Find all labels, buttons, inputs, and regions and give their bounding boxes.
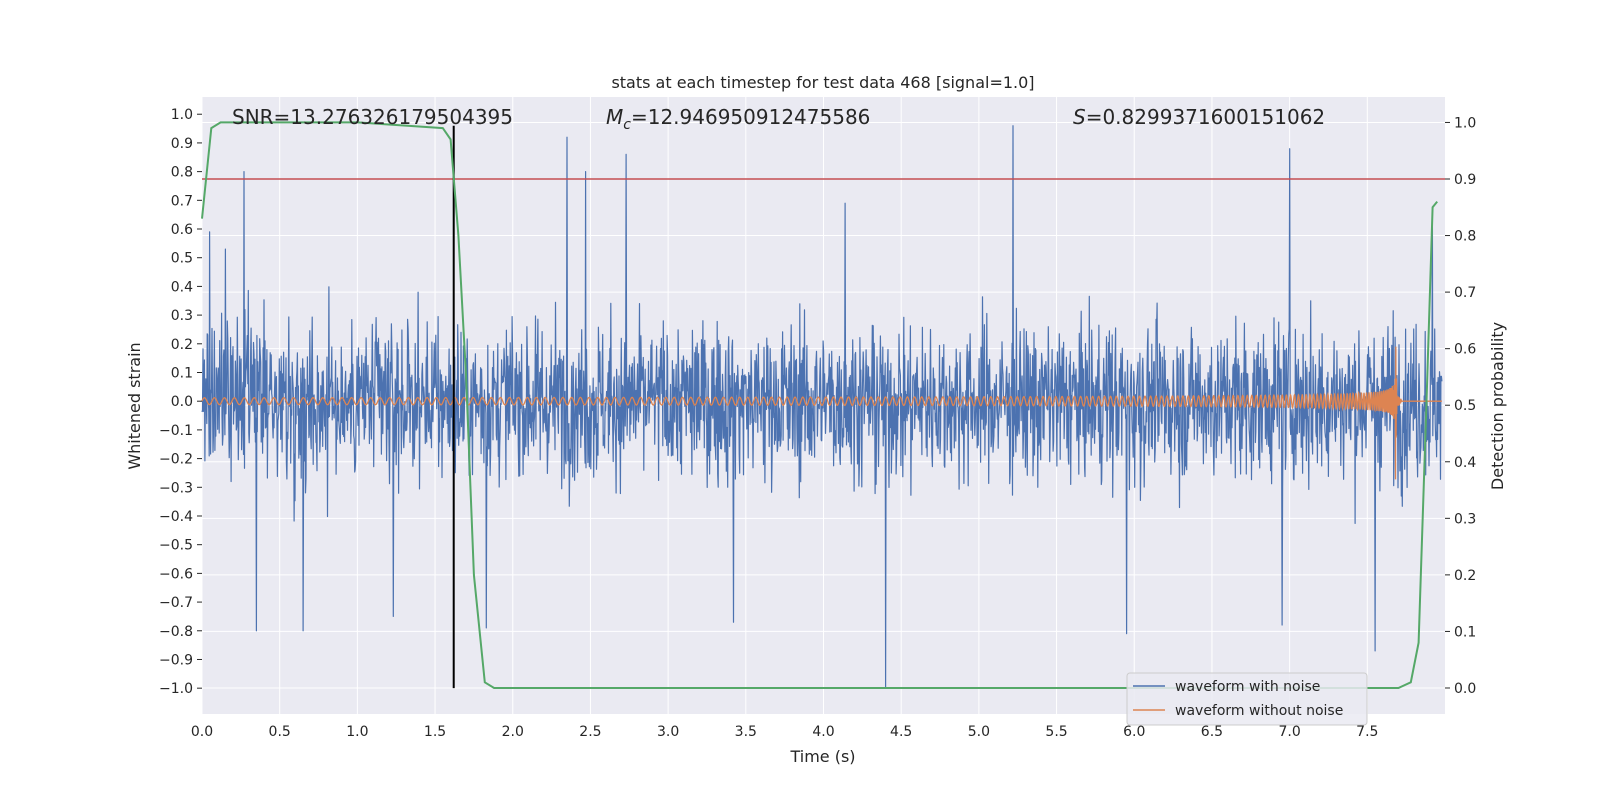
y-tick-label: −0.2 (159, 452, 193, 468)
legend: waveform with noise waveform without noi… (1126, 672, 1368, 726)
y2-tick-label: 0.3 (1454, 511, 1476, 527)
y2-tick-label: 0.1 (1454, 624, 1476, 640)
x-tick-label: 5.5 (1045, 724, 1067, 740)
y-tick-label: 0.3 (171, 308, 193, 324)
y-tick-label: 0.9 (171, 136, 193, 152)
x-tick-label: 4.5 (890, 724, 912, 740)
x-tick-label: 2.0 (502, 724, 524, 740)
overlay-layer (201, 121, 1445, 689)
y2-tick-label: 0.7 (1454, 285, 1476, 301)
x-tick-label: 6.5 (1201, 724, 1223, 740)
legend-box (1126, 672, 1368, 726)
x-tick-label: 2.5 (579, 724, 601, 740)
y-tick-label: 0.1 (171, 365, 193, 381)
legend-label-clean: waveform without noise (1175, 703, 1343, 719)
y-tick-label: −1.0 (159, 681, 193, 697)
x-tick-label: 4.0 (812, 724, 834, 740)
y2-tick-label: 0.5 (1454, 398, 1476, 414)
y-axis-title: Whitened strain (125, 342, 144, 469)
chart-title: stats at each timestep for test data 468… (611, 73, 1034, 92)
y-tick-label: −0.4 (159, 509, 193, 525)
y2-tick-label: 0.4 (1454, 455, 1476, 471)
mc-subscript: c (623, 117, 631, 133)
x-tick-label: 1.0 (346, 724, 368, 740)
y-tick-label: 0.7 (171, 193, 193, 209)
y2-tick-label: 0.2 (1454, 568, 1476, 584)
y-tick-label: 0.6 (171, 222, 193, 238)
y-tick-label: 0.8 (171, 165, 193, 181)
y-tick-label: 1.0 (171, 107, 193, 123)
clean-waveform-line (201, 346, 1442, 480)
x-tick-label: 1.5 (424, 724, 446, 740)
x-tick-label: 6.0 (1123, 724, 1145, 740)
chirp-mass-annotation: Mc=12.946950912475586 (606, 105, 870, 133)
noise-series (201, 125, 1443, 689)
x-tick-label: 0.0 (191, 724, 213, 740)
axis-layer: 0.0 0.5 1.0 1.5 2.0 2.5 3.0 3.5 4.0 4.5 5.0 5.5 6.0 6… (159, 107, 1476, 740)
y-tick-label: 0.4 (171, 279, 193, 295)
x-tick-label: 7.5 (1356, 724, 1378, 740)
x-axis-title: Time (s) (789, 747, 855, 766)
s-value: =0.8299371600151062 (1086, 105, 1325, 129)
mc-symbol: M (606, 105, 623, 129)
x-tick-label: 0.5 (269, 724, 291, 740)
y2-tick-label: 0.6 (1454, 342, 1476, 358)
y2-tick-label: 0.0 (1454, 681, 1476, 697)
y2-tick-label: 0.8 (1454, 229, 1476, 245)
y-tick-label: −0.3 (159, 480, 193, 496)
y-tick-label: −0.9 (159, 652, 193, 668)
x-tick-label: 5.0 (968, 724, 990, 740)
y-tick-label: −0.7 (159, 595, 193, 611)
s-annotation: S=0.8299371600151062 (1073, 105, 1325, 129)
legend-label-noise: waveform with noise (1175, 679, 1320, 695)
y2-tick-label: 1.0 (1454, 115, 1476, 131)
y-tick-label: −0.1 (159, 423, 193, 439)
y-tick-label: −0.6 (159, 566, 193, 582)
s-symbol: S (1073, 105, 1086, 129)
y2-axis-title: Detection probability (1488, 322, 1507, 490)
y-tick-label: 0.5 (171, 251, 193, 267)
y-tick-label: 0.2 (171, 337, 193, 353)
y-tick-label: 0.0 (171, 394, 193, 410)
mc-value: =12.946950912475586 (631, 105, 870, 129)
y-tick-label: −0.5 (159, 538, 193, 554)
y-tick-label: −0.8 (159, 624, 193, 640)
noise-waveform-line (201, 125, 1443, 689)
x-tick-label: 3.5 (735, 724, 757, 740)
y2-tick-label: 0.9 (1454, 172, 1476, 188)
x-tick-label: 7.0 (1278, 724, 1300, 740)
snr-annotation: SNR=13.276326179504395 (232, 105, 513, 129)
x-tick-label: 3.0 (657, 724, 679, 740)
clean-series (201, 346, 1442, 480)
probability-line (201, 121, 1438, 689)
